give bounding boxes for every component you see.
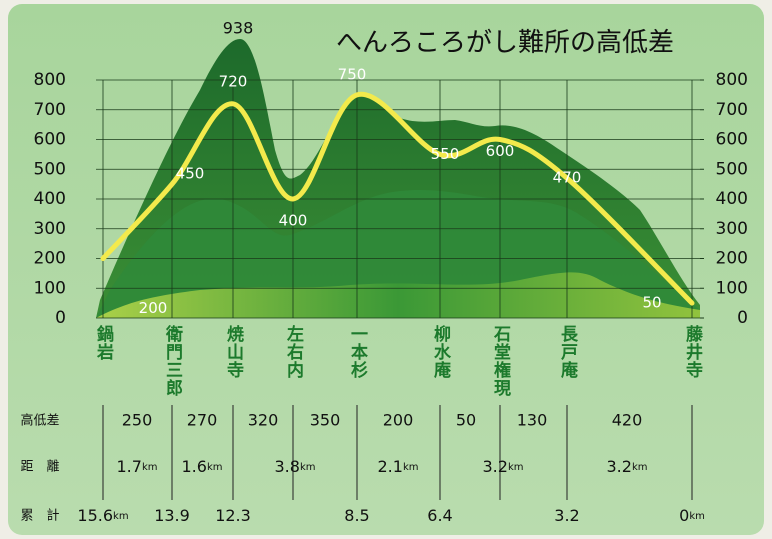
y-tick-label: 600	[34, 130, 66, 150]
value-label: 50	[642, 294, 661, 312]
value-label: 400	[279, 212, 308, 230]
summit-label: 938	[223, 18, 254, 37]
y2-tick-label: 200	[716, 249, 748, 269]
row-label: 高低差	[20, 413, 59, 429]
y2-tick-label: 500	[716, 159, 748, 179]
distance-value: 3.2	[607, 457, 632, 476]
y-tick-label: 300	[34, 219, 66, 239]
elevation-difference: 350	[310, 411, 341, 430]
elevation-difference: 270	[187, 411, 218, 430]
cumulative-unit: km	[689, 511, 705, 522]
elevation-difference: 420	[612, 411, 643, 430]
y-tick-label: 400	[34, 189, 66, 209]
cumulative: 8.5	[344, 506, 369, 525]
elevation-difference: 250	[122, 411, 153, 430]
distance-value: 1.7	[117, 457, 142, 476]
value-label: 200	[139, 299, 168, 317]
cumulative: 6.4	[427, 506, 452, 525]
y2-tick-label: 800	[716, 70, 748, 90]
y2-tick-label: 300	[716, 219, 748, 239]
distance-value: 3.2	[483, 457, 508, 476]
distance-unit: km	[142, 462, 158, 473]
chart-title: へんろころがし難所の高低差	[336, 28, 674, 58]
elevation-difference: 130	[517, 411, 548, 430]
cumulative-value: 0	[679, 506, 689, 525]
distance-unit: km	[207, 462, 223, 473]
distance-unit: km	[508, 462, 524, 473]
elevation-difference: 200	[383, 411, 414, 430]
elevation-difference: 50	[456, 411, 476, 430]
y-tick-label: 500	[34, 159, 66, 179]
distance-value: 1.6	[182, 457, 207, 476]
station-name: 石堂権現	[490, 325, 512, 397]
distance-unit: km	[300, 462, 316, 473]
value-label: 720	[219, 72, 248, 90]
station-name: 鍋岩	[93, 324, 115, 361]
y2-tick-label: 0	[737, 308, 748, 328]
distance-unit: km	[403, 462, 419, 473]
cumulative-value: 6.4	[427, 506, 452, 525]
value-label: 450	[176, 165, 205, 183]
row-label: 累 計	[20, 508, 59, 524]
chart: へんろころがし難所の高低差 01002003004005006007008000…	[0, 0, 772, 539]
station-name: 長戸庵	[557, 325, 578, 379]
y-tick-label: 700	[34, 100, 66, 120]
cumulative-value: 12.3	[215, 506, 251, 525]
value-label: 750	[338, 65, 367, 83]
cumulative-value: 13.9	[154, 506, 190, 525]
distance-value: 2.1	[378, 457, 403, 476]
station-name: 藤井寺	[682, 325, 703, 379]
y2-tick-label: 700	[716, 100, 748, 120]
cumulative: 12.3	[215, 506, 251, 525]
station-name: 一本杉	[347, 325, 368, 379]
value-label: 470	[553, 169, 582, 187]
y-tick-label: 0	[55, 308, 66, 328]
value-label: 550	[431, 145, 460, 163]
y-tick-label: 800	[34, 70, 66, 90]
y-tick-label: 200	[34, 249, 66, 269]
station-name: 柳水庵	[430, 324, 451, 379]
cumulative-unit: km	[113, 511, 129, 522]
station-name: 焼山寺	[223, 324, 244, 379]
cumulative-value: 15.6	[77, 506, 113, 525]
row-label: 距 離	[20, 460, 59, 475]
y2-tick-label: 400	[716, 189, 748, 209]
distance-value: 3.8	[275, 457, 300, 476]
cumulative: 3.2	[554, 506, 579, 525]
cumulative: 13.9	[154, 506, 190, 525]
elevation-difference: 320	[248, 411, 279, 430]
station-name: 左右内	[283, 324, 304, 379]
distance-unit: km	[632, 462, 648, 473]
value-label: 600	[486, 142, 515, 160]
station-name: 衛門三郎	[162, 324, 184, 397]
y-tick-label: 100	[34, 278, 66, 298]
cumulative-value: 3.2	[554, 506, 579, 525]
y2-tick-label: 100	[716, 278, 748, 298]
y2-tick-label: 600	[716, 130, 748, 150]
cumulative-value: 8.5	[344, 506, 369, 525]
